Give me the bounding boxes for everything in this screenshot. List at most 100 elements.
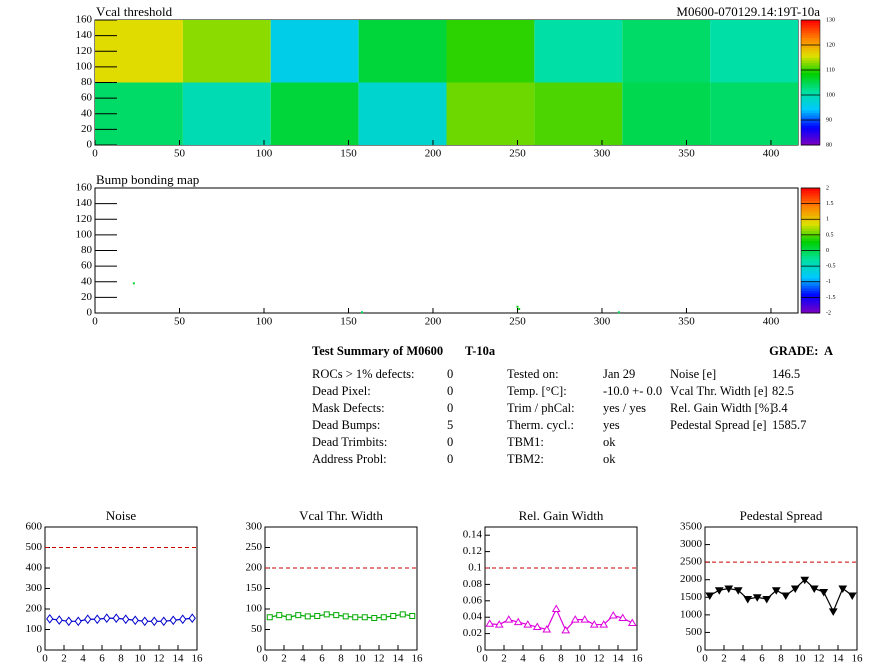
series-marker [494,620,504,628]
y-tick-label: 600 [26,521,43,533]
heatmap-cell [358,82,447,145]
summary-right-value: 82.5 [772,384,794,398]
plot-frame [264,526,418,651]
colorbar-step [801,220,820,224]
colorbar-step [801,102,820,106]
y-tick-label: 0.1 [468,562,482,574]
y-tick-label: 140 [76,29,93,41]
colorbar-step [801,77,820,81]
series-marker [160,616,168,627]
summary-middle-label: TBM1: [507,435,544,449]
x-tick-label: 16 [192,653,204,665]
chart-title: Bump bonding map [96,172,199,187]
x-tick-label: 200 [425,316,442,328]
y-tick-label: 0.14 [463,529,483,541]
heatmap-cell [182,20,271,83]
colorbar-step [801,235,820,239]
series-marker [371,615,378,622]
summary-right-value: 1585.7 [772,418,806,432]
y-tick-label: 80 [81,76,93,88]
colorbar-step [801,37,820,41]
colorbar-label: 2 [826,185,829,191]
series-marker [380,614,387,621]
y-tick-label: 120 [76,213,93,225]
y-tick-label: 0 [257,644,263,656]
series-marker [285,614,292,621]
x-tick-label: 50 [174,316,186,328]
plot-frame [44,526,198,651]
colorbar-step [801,85,820,88]
series-marker [819,589,829,597]
heatmap-cell [622,20,711,83]
summary-middle-label: Tested on: [507,367,559,381]
summary-left-label: Dead Bumps: [312,418,380,432]
colorbar-step [801,230,820,234]
colorbar-step [801,135,820,138]
summary-middle-label: Trim / phCal: [507,401,575,415]
series-marker [847,592,857,601]
series-marker [390,612,397,619]
series-marker [399,611,406,618]
colorbar-step [801,190,820,194]
series-line [709,578,853,613]
summary-left-label: Dead Pixel: [312,384,371,398]
colorbar-step [801,263,820,266]
series-marker [838,585,848,593]
y-tick-label: 100 [246,603,263,615]
y-tick-label: 200 [246,562,263,574]
series-marker [141,616,149,627]
x-tick-label: 6 [99,653,105,665]
y-tick-label: 1000 [680,608,703,620]
colorbar-step [801,225,820,229]
summary-middle-label: TBM2: [507,452,544,466]
chart-title: Pedestal Spread [740,508,823,523]
series-marker [705,592,715,601]
y-tick-label: 120 [76,45,93,57]
series-marker [295,612,302,619]
x-tick-label: 12 [814,653,825,665]
colorbar-step [801,55,820,58]
x-tick-label: 400 [763,148,780,160]
x-tick-label: 16 [412,653,424,665]
x-tick-label: 14 [173,653,185,665]
summary-grade: GRADE: A [769,344,833,358]
colorbar-step [801,30,820,33]
summary-right-label: Vcal Thr. Width [e] [670,384,768,398]
y-tick-label: 80 [81,244,93,256]
bump-point [518,308,521,311]
series-marker [74,616,82,627]
series-line [49,617,193,622]
series-marker [551,604,561,612]
x-tick-label: 6 [319,653,325,665]
series-marker [809,585,819,593]
colorbar-step [801,80,820,83]
colorbar-step [801,198,820,201]
series-line [489,607,633,632]
x-tick-label: 4 [80,653,86,665]
series-marker [112,613,120,624]
series-marker [800,576,810,585]
y-tick-label: 500 [26,541,43,553]
colorbar-step [801,107,820,111]
y-tick-label: 160 [76,14,93,26]
y-tick-label: 0.04 [463,611,483,623]
summary-right-value: 3.4 [772,401,788,415]
summary-left-value: 0 [447,401,453,415]
colorbar-step [801,72,820,76]
colorbar-step [801,40,820,43]
colorbar-step [801,258,820,261]
series-marker [188,613,196,624]
series-marker [65,616,73,627]
x-tick-label: 150 [340,316,357,328]
y-tick-label: 300 [246,521,263,533]
series-marker [169,615,177,626]
series-marker [733,587,743,595]
summary-left-value: 5 [447,418,453,432]
colorbar-step [801,142,820,146]
colorbar-label: 120 [826,42,835,48]
colorbar-step [801,100,820,103]
colorbar-label: -0.5 [826,264,836,270]
series-marker [485,619,495,627]
colorbar-step [801,290,820,294]
colorbar-step [801,240,820,244]
